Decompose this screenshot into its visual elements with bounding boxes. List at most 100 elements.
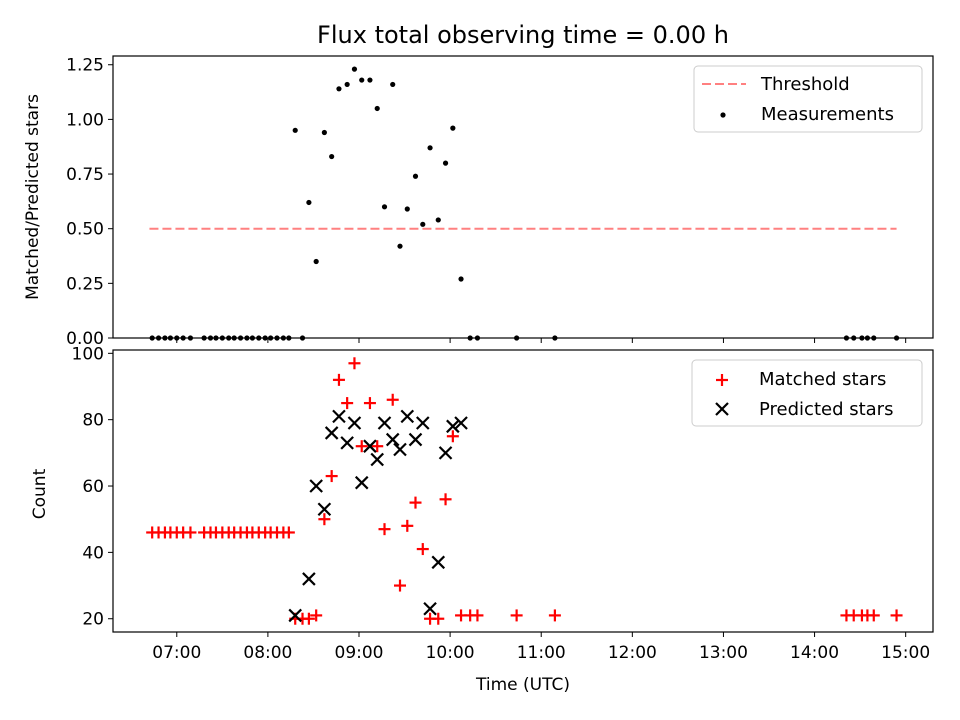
top-panel: 0.00 0.25 0.50 0.75 1.00 1.25 Matched/Predict… [23, 55, 934, 349]
measurement-point [286, 335, 292, 341]
measurement-point [306, 199, 312, 206]
top-ytick-label: 1.00 [66, 110, 104, 130]
measurements-legend-swatch [720, 112, 726, 118]
measurement-point [467, 335, 473, 341]
matched-star-point [302, 612, 315, 625]
predicted-star-point [408, 432, 423, 447]
threshold-legend-label: Threshold [760, 74, 850, 95]
measurement-point [149, 335, 155, 341]
bottom-legend-box [691, 359, 923, 427]
measurement-point [249, 335, 255, 341]
matched-stars-legend-label: Matched stars [759, 369, 886, 390]
measurement-point [420, 221, 426, 227]
predicted-star-point [400, 409, 415, 424]
matched-star-point [355, 440, 368, 453]
matched-star-point [867, 609, 880, 622]
bottom-ytick-label: 60 [82, 477, 104, 497]
matched-star-point [341, 397, 354, 410]
matched-star-point [548, 609, 561, 622]
matched-star-point [890, 609, 903, 622]
predicted-star-point [393, 442, 407, 457]
predicted-star-point [370, 452, 385, 467]
predicted-star-point [446, 419, 460, 434]
measurement-point [207, 335, 214, 341]
measurement-point [864, 335, 871, 341]
measurement-point [268, 335, 274, 341]
matched-star-point [371, 440, 384, 453]
measurement-point [219, 335, 225, 341]
top-yticks: 0.00 0.25 0.50 0.75 1.00 1.25 [66, 56, 113, 349]
measurement-point [351, 66, 358, 72]
measurement-point [514, 335, 520, 341]
measurement-point [397, 243, 403, 249]
bottom-xtick-label: 12:00 [608, 643, 657, 663]
measurement-point [231, 335, 237, 341]
predicted-star-point [363, 439, 377, 453]
measurement-point [390, 81, 396, 88]
bottom-xtick-label: 13:00 [699, 643, 748, 663]
top-ytick-label: 1.25 [66, 56, 104, 76]
bottom-xtick-label: 11:00 [517, 643, 566, 663]
measurement-point [329, 153, 335, 160]
measurement-point [187, 335, 194, 341]
measurement-point [344, 81, 350, 88]
predicted-star-point [438, 446, 453, 460]
bottom-xtick-label: 08:00 [243, 643, 292, 663]
predicted-star-point [354, 475, 369, 490]
measurement-point [256, 335, 262, 341]
measurement-point [237, 335, 244, 341]
predicted-star-point [309, 479, 323, 493]
bottom-xtick-label: 10:00 [426, 643, 475, 663]
measurement-point [313, 258, 319, 265]
measurement-point [244, 335, 250, 341]
bottom-ytick-label: 40 [82, 543, 104, 563]
top-ytick-label: 0.00 [66, 329, 104, 349]
measurement-point [412, 173, 419, 179]
matched-star-point [409, 496, 422, 509]
predicted-star-point [347, 416, 362, 430]
matched-star-point [378, 523, 391, 536]
top-legend: Threshold Measurements [693, 65, 923, 133]
measurement-point [381, 204, 388, 210]
predicted-star-point [288, 608, 303, 623]
bottom-xtick-label: 07:00 [152, 643, 201, 663]
matched-star-point [432, 612, 445, 625]
top-points-layer [149, 66, 900, 341]
measurement-point [167, 335, 173, 341]
top-xticks [176, 338, 907, 343]
matched-stars-legend-swatch [716, 374, 728, 386]
measurement-point [155, 335, 162, 341]
predicted-star-point [385, 432, 400, 447]
predicted-star-point [317, 502, 332, 517]
matched-star-point [332, 373, 345, 386]
measurement-point [213, 335, 219, 341]
bottom-xticks: 07:00 08:00 09:00 10:00 11:00 12:00 13:00 14:00… [152, 632, 930, 663]
predicted-star-point [332, 409, 346, 424]
bottom-xtick-label: 09:00 [335, 643, 384, 663]
measurement-point [336, 86, 342, 92]
measurement-point [226, 335, 232, 341]
figure-title: Flux total observing time = 0.00 h [317, 21, 729, 49]
predicted-star-point [340, 436, 354, 450]
measurement-point [851, 335, 857, 341]
predicted-stars-legend-swatch [715, 402, 729, 416]
bottom-xtick-label: 15:00 [881, 643, 930, 663]
matched-star-point [310, 609, 323, 622]
predicted-star-point [324, 426, 339, 440]
measurement-point [435, 217, 441, 223]
predicted-star-point [423, 601, 437, 616]
top-ytick-label: 0.25 [66, 274, 104, 294]
measurement-point [843, 335, 850, 341]
matched-star-point [401, 519, 414, 532]
matched-star-point [325, 470, 338, 483]
top-ytick-label: 0.75 [66, 165, 104, 185]
bottom-points-layer [146, 357, 903, 625]
predicted-star-point [415, 416, 430, 430]
matched-star-point [318, 513, 331, 526]
matched-star-point [394, 579, 406, 592]
predicted-star-point [454, 416, 468, 430]
matched-star-point [439, 493, 452, 506]
predicted-stars-legend-label: Predicted stars [759, 399, 893, 420]
predicted-star-point [431, 555, 446, 570]
